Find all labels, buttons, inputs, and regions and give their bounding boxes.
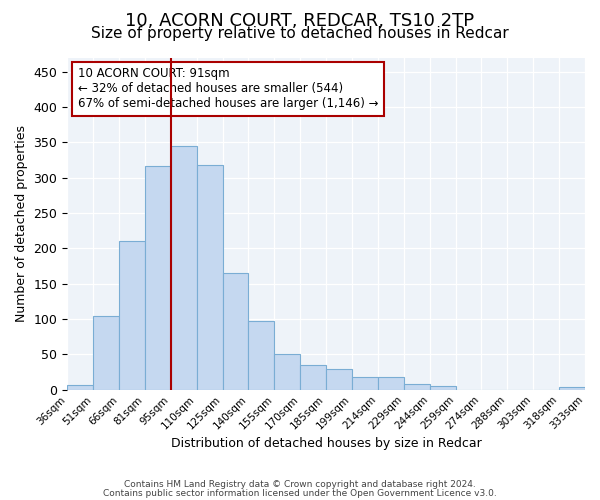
Text: Contains public sector information licensed under the Open Government Licence v3: Contains public sector information licen… [103,488,497,498]
Bar [197,165,223,390]
Text: 10 ACORN COURT: 91sqm
← 32% of detached houses are smaller (544)
67% of semi-det: 10 ACORN COURT: 91sqm ← 32% of detached … [77,68,378,110]
Bar [378,377,404,390]
Bar [93,316,119,390]
Bar [274,354,300,390]
Text: 10, ACORN COURT, REDCAR, TS10 2TP: 10, ACORN COURT, REDCAR, TS10 2TP [125,12,475,30]
Bar [326,368,352,390]
Bar [119,242,145,390]
Bar [145,166,171,390]
Y-axis label: Number of detached properties: Number of detached properties [15,125,28,322]
Bar [223,273,248,390]
Bar [430,386,455,390]
X-axis label: Distribution of detached houses by size in Redcar: Distribution of detached houses by size … [171,437,481,450]
Bar [300,365,326,390]
Text: Size of property relative to detached houses in Redcar: Size of property relative to detached ho… [91,26,509,41]
Bar [559,387,585,390]
Bar [171,146,197,390]
Bar [404,384,430,390]
Text: Contains HM Land Registry data © Crown copyright and database right 2024.: Contains HM Land Registry data © Crown c… [124,480,476,489]
Bar [352,377,378,390]
Bar [248,321,274,390]
Bar [67,385,93,390]
